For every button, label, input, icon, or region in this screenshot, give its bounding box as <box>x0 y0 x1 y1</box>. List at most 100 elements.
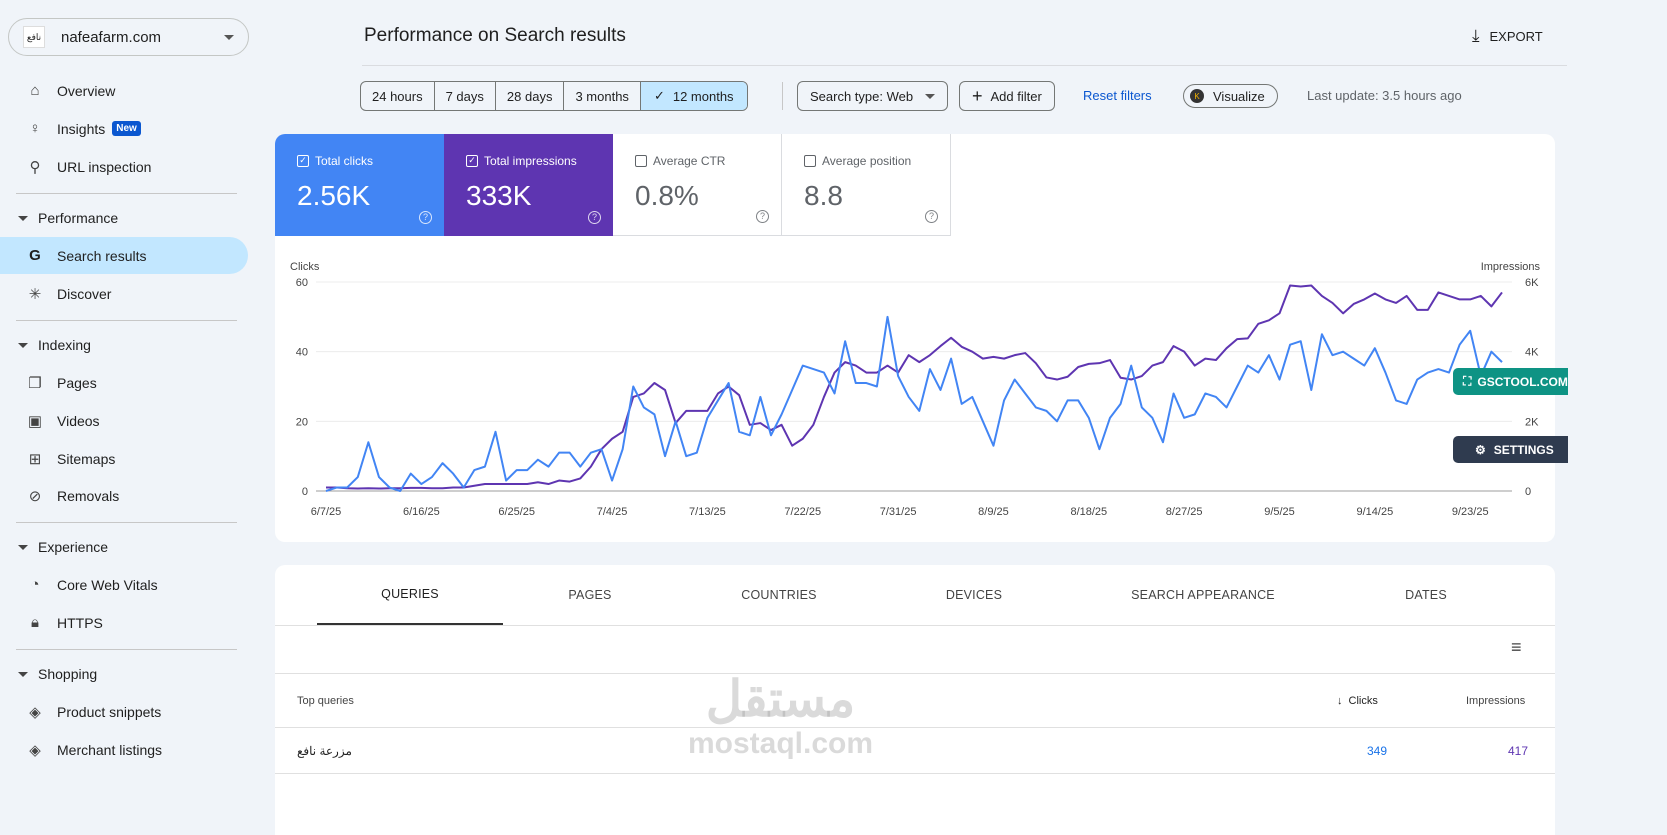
nav-label: URL inspection <box>57 159 151 175</box>
query-cell[interactable]: مزرعة نافع <box>297 744 352 758</box>
column-header-impressions[interactable]: Impressions <box>1466 695 1525 707</box>
asterisk-icon: ✳ <box>26 285 44 303</box>
series-line-clicks <box>326 317 1502 491</box>
nav-https[interactable]: 🔒︎HTTPS <box>0 604 248 641</box>
nav-pages[interactable]: ❐Pages <box>0 364 248 401</box>
export-button[interactable]: ⤓ EXPORT <box>1472 26 1543 46</box>
section-shopping[interactable]: Shopping <box>18 666 97 682</box>
range-label: 12 months <box>673 89 734 104</box>
add-filter-button[interactable]: +Add filter <box>959 81 1055 111</box>
tab-pages[interactable]: PAGES <box>503 565 677 625</box>
nav-label: Removals <box>57 488 119 504</box>
checkbox-checked-icon: ✓ <box>297 155 309 167</box>
last-update: Last update: 3.5 hours ago <box>1307 88 1462 103</box>
tab-search-appearance[interactable]: SEARCH APPEARANCE <box>1105 565 1301 625</box>
nav-videos[interactable]: ▣Videos <box>0 402 248 439</box>
nav-label: Discover <box>57 286 111 302</box>
nav-sitemaps[interactable]: ⊞Sitemaps <box>0 440 248 477</box>
y-left-tick: 40 <box>296 347 308 359</box>
divider <box>16 320 237 321</box>
y-left-tick: 0 <box>302 486 308 498</box>
section-performance[interactable]: Performance <box>18 210 118 226</box>
y-right-tick: 2K <box>1525 416 1539 428</box>
filter-rows-icon[interactable]: ≡ <box>1511 637 1522 658</box>
checkbox-icon <box>804 155 816 167</box>
nav-core-web-vitals[interactable]: ◔Core Web Vitals <box>0 566 248 603</box>
collapse-caret-icon <box>18 545 28 550</box>
nav-label: Product snippets <box>57 704 161 720</box>
section-indexing[interactable]: Indexing <box>18 337 91 353</box>
tab-countries[interactable]: COUNTRIES <box>695 565 863 625</box>
y-left-label: Clicks <box>290 261 320 273</box>
settings-button[interactable]: ⚙SETTINGS <box>1453 436 1568 463</box>
search-type-dropdown[interactable]: Search type: Web <box>797 81 948 111</box>
nav-label: Overview <box>57 83 115 99</box>
nav-product-snippets[interactable]: ◈Product snippets <box>0 693 248 730</box>
range-3-months[interactable]: 3 months <box>564 82 640 110</box>
gsctool-button[interactable]: ⛶GSCTOOL.COM <box>1453 368 1568 395</box>
gauge-icon: ◔ <box>26 576 44 593</box>
search-icon: ⚲ <box>26 158 44 176</box>
google-g-icon: G <box>26 247 44 264</box>
tab-queries[interactable]: QUERIES <box>317 565 503 625</box>
dropdown-caret-icon <box>224 35 234 40</box>
impressions-cell: 417 <box>1508 744 1528 758</box>
nav-url-inspection[interactable]: ⚲ URL inspection <box>0 148 248 185</box>
tab-devices[interactable]: DEVICES <box>891 565 1057 625</box>
tab-dates[interactable]: DATES <box>1355 565 1497 625</box>
property-selector[interactable]: نافع nafeafarm.com <box>8 18 249 56</box>
collapse-caret-icon <box>18 343 28 348</box>
nav-merchant-listings[interactable]: ◈Merchant listings <box>0 731 248 768</box>
help-icon[interactable]: ? <box>588 211 601 224</box>
y-left-tick: 20 <box>296 416 308 428</box>
eye-off-icon: ⊘ <box>26 487 44 505</box>
checkbox-checked-icon: ✓ <box>466 155 478 167</box>
metric-average-ctr[interactable]: Average CTR 0.8%? <box>613 134 782 236</box>
home-icon: ⌂ <box>26 82 44 99</box>
nav-label: HTTPS <box>57 615 103 631</box>
x-tick: 9/5/25 <box>1264 506 1295 518</box>
collapse-caret-icon <box>18 672 28 677</box>
range-24-hours[interactable]: 24 hours <box>361 82 435 110</box>
video-icon: ▣ <box>26 412 44 430</box>
x-tick: 8/27/25 <box>1166 506 1203 518</box>
pages-icon: ❐ <box>26 374 44 392</box>
nav-discover[interactable]: ✳ Discover <box>0 275 248 312</box>
nav-overview[interactable]: ⌂ Overview <box>0 72 248 109</box>
metric-value: 0.8% <box>635 180 781 212</box>
reset-filters-link[interactable]: Reset filters <box>1083 88 1152 103</box>
download-icon: ⤓ <box>1472 26 1480 46</box>
column-header-query[interactable]: Top queries <box>297 695 354 707</box>
x-tick: 9/23/25 <box>1452 506 1489 518</box>
section-experience[interactable]: Experience <box>18 539 108 555</box>
column-header-clicks[interactable]: ↓Clicks <box>1337 695 1378 707</box>
table-card: QUERIES PAGES COUNTRIES DEVICES SEARCH A… <box>275 565 1555 835</box>
page-title: Performance on Search results <box>364 25 626 47</box>
y-right-tick: 0 <box>1525 486 1531 498</box>
range-28-days[interactable]: 28 days <box>496 82 565 110</box>
help-icon[interactable]: ? <box>419 211 432 224</box>
metric-label: Average CTR <box>653 154 725 168</box>
help-icon[interactable]: ? <box>756 210 769 223</box>
lightbulb-icon: ♀ <box>26 120 44 137</box>
x-tick: 7/22/25 <box>784 506 821 518</box>
nav-label: Merchant listings <box>57 742 162 758</box>
nav-removals[interactable]: ⊘ Removals <box>0 477 248 514</box>
range-12-months[interactable]: ✓12 months <box>641 82 747 110</box>
x-tick: 7/4/25 <box>597 506 628 518</box>
help-icon[interactable]: ? <box>925 210 938 223</box>
range-7-days[interactable]: 7 days <box>435 82 496 110</box>
new-badge: New <box>112 121 141 136</box>
search-type-label: Search type: Web <box>810 89 913 104</box>
export-label: EXPORT <box>1490 29 1543 44</box>
settings-label: SETTINGS <box>1494 443 1554 457</box>
add-filter-label: Add filter <box>991 89 1042 104</box>
